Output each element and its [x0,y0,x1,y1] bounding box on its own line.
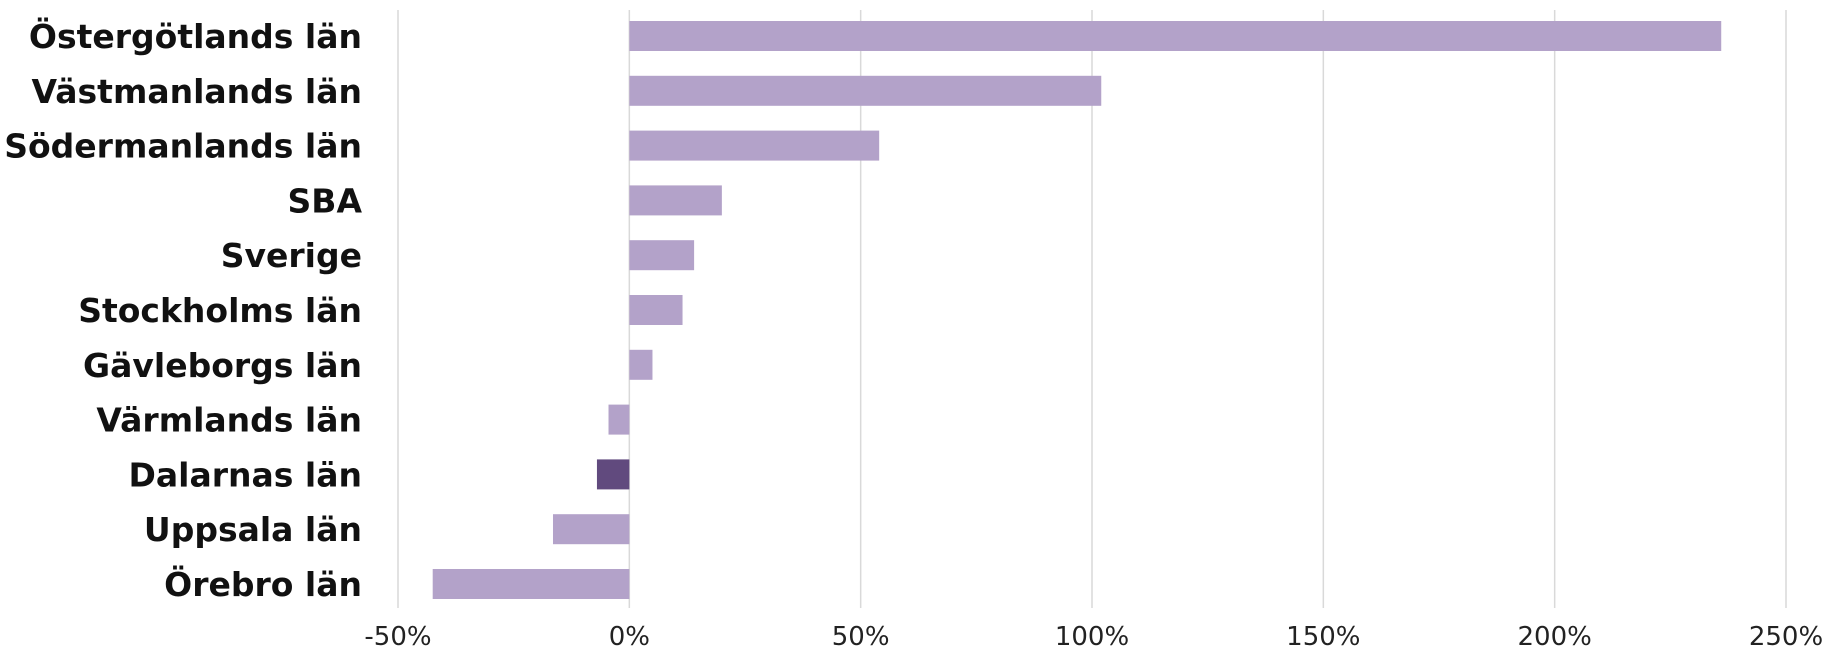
bar [629,349,653,380]
category-label: SBA [288,181,363,220]
category-label: Örebro län [164,564,362,604]
category-label: Uppsala län [144,510,362,549]
bar [629,240,695,271]
x-axis-tick-labels: -50% 0% 50% 100% 150% 200% 250% [364,622,1823,652]
category-label: Östergötlands län [29,16,362,56]
category-labels: Östergötlands län Västmanlands län Söderma… [4,16,362,604]
bar [629,130,880,161]
bar [552,514,630,545]
gridlines [397,10,1787,608]
x-tick-label: 150% [1286,622,1360,652]
bar [629,21,1722,51]
bar [608,404,630,435]
bar [629,185,722,216]
bar [432,569,630,599]
bars [432,21,1722,599]
category-label: Södermanlands län [4,127,362,166]
category-label: Västmanlands län [32,72,362,111]
bar [629,295,683,325]
bar [629,75,1102,106]
category-label: Dalarnas län [129,455,362,494]
x-tick-label: 50% [832,622,890,652]
category-label: Sverige [221,236,362,275]
category-label: Stockholms län [78,291,362,330]
x-tick-label: 250% [1749,622,1823,652]
x-tick-label: 0% [609,622,650,652]
category-label: Värmlands län [96,401,362,440]
x-tick-label: 200% [1517,622,1591,652]
x-tick-label: 100% [1055,622,1129,652]
category-label: Gävleborgs län [83,346,362,385]
x-tick-label: -50% [364,622,431,652]
bar [596,459,630,490]
